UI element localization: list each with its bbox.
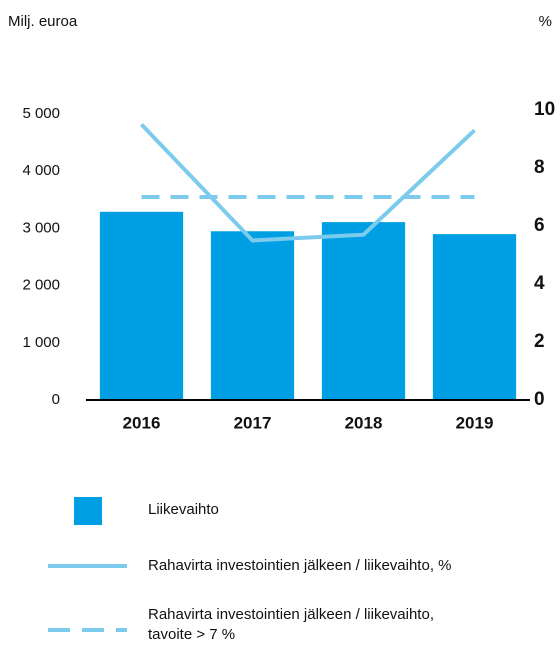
y2-tick-label: 10 bbox=[534, 99, 555, 120]
x-tick-label: 2019 bbox=[456, 413, 494, 432]
bar bbox=[210, 231, 295, 400]
x-tick-label: 2018 bbox=[345, 413, 383, 432]
y-tick-label: 1 000 bbox=[22, 334, 60, 351]
legend-label: Rahavirta investointien jälkeen / liikev… bbox=[148, 557, 452, 574]
legend-label: Rahavirta investointien jälkeen / liikev… bbox=[148, 606, 434, 643]
y-axis-label: Milj. euroa bbox=[8, 13, 78, 30]
bar bbox=[432, 234, 517, 400]
y2-tick-label: 8 bbox=[534, 157, 545, 178]
y-tick-label: 5 000 bbox=[22, 105, 60, 122]
x-tick-label: 2016 bbox=[123, 413, 161, 432]
legend-swatch bbox=[74, 497, 102, 525]
y2-tick-label: 2 bbox=[534, 331, 545, 352]
y2-tick-label: 4 bbox=[534, 273, 545, 294]
x-tick-label: 2017 bbox=[234, 413, 272, 432]
line bbox=[140, 123, 476, 243]
y2-tick-label: 0 bbox=[534, 389, 545, 410]
bar bbox=[321, 222, 406, 400]
y-tick-label: 2 000 bbox=[22, 277, 60, 294]
bar bbox=[99, 211, 184, 400]
y-tick-label: 0 bbox=[52, 391, 60, 408]
legend-label: Liikevaihto bbox=[148, 501, 219, 518]
y-tick-label: 3 000 bbox=[22, 219, 60, 236]
y2-tick-label: 6 bbox=[534, 215, 545, 236]
y2-axis-label: % bbox=[539, 13, 552, 30]
y-tick-label: 4 000 bbox=[22, 162, 60, 179]
